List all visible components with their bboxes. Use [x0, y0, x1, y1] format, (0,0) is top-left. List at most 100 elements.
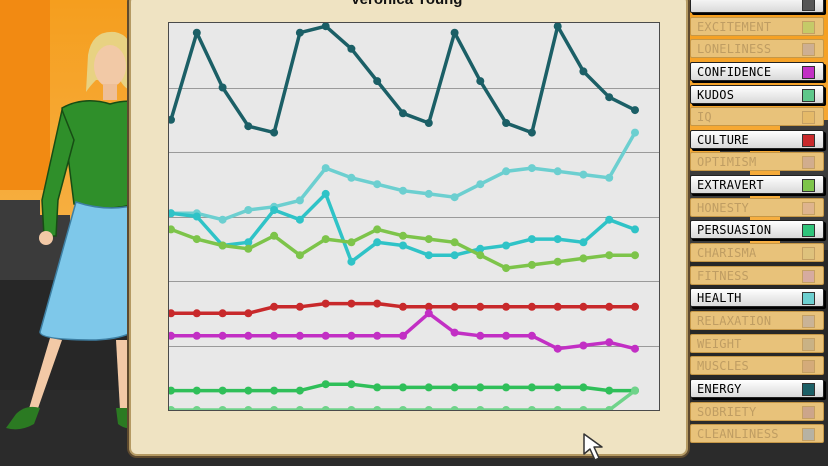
stat-legend: EXCITEMENT LONELINESS CONFIDENCE KUDOS IQ CUL…	[690, 0, 824, 447]
data-point	[579, 406, 588, 410]
data-point	[527, 302, 536, 311]
legend-label: IQ	[697, 110, 712, 125]
legend-item-energy[interactable]: ENERGY	[690, 378, 824, 398]
legend-item-kudos[interactable]: KUDOS	[690, 84, 824, 104]
legend-item-confidence[interactable]: CONFIDENCE	[690, 61, 824, 81]
legend-item-relaxation[interactable]: RELAXATION	[690, 310, 824, 330]
data-point	[579, 67, 588, 76]
legend-label: PERSUASION	[697, 223, 772, 238]
legend-label: RELAXATION	[697, 313, 772, 328]
data-point	[605, 173, 614, 182]
data-point	[270, 302, 279, 311]
legend-swatch	[802, 133, 815, 147]
data-point	[450, 28, 459, 37]
legend-item-excitement[interactable]: EXCITEMENT	[690, 16, 824, 36]
data-point	[450, 328, 459, 337]
data-point	[295, 215, 304, 224]
legend-swatch	[802, 314, 815, 328]
data-point	[476, 77, 485, 86]
data-point	[270, 231, 279, 240]
legend-label: CULTURE	[697, 132, 749, 147]
data-point	[399, 383, 407, 392]
data-point	[450, 383, 459, 392]
legend-item-fitness[interactable]: FITNESS	[690, 265, 824, 285]
data-point	[502, 331, 511, 340]
legend-item-health[interactable]: HEALTH	[690, 288, 824, 308]
legend-item-optimism[interactable]: OPTIMISM	[690, 152, 824, 172]
legend-swatch	[802, 201, 815, 215]
data-point	[424, 302, 433, 311]
data-point	[579, 383, 588, 392]
chart-plot-area	[168, 22, 660, 411]
data-point	[295, 386, 304, 395]
legend-swatch	[802, 224, 815, 238]
data-point	[476, 383, 485, 392]
data-point	[631, 106, 639, 115]
data-point	[631, 302, 639, 311]
data-point	[527, 406, 536, 410]
legend-item-sobriety[interactable]: SOBRIETY	[690, 401, 824, 421]
legend-item-muscles[interactable]: MUSCLES	[690, 356, 824, 376]
legend-item-top[interactable]	[690, 0, 824, 13]
legend-label: HONESTY	[697, 200, 749, 215]
data-point	[295, 406, 304, 410]
legend-item-loneliness[interactable]: LONELINESS	[690, 39, 824, 59]
data-point	[605, 302, 614, 311]
data-point	[218, 406, 227, 410]
data-point	[424, 383, 433, 392]
legend-label: KUDOS	[697, 87, 735, 102]
data-point	[244, 331, 253, 340]
data-point	[244, 406, 253, 410]
data-point	[347, 380, 356, 389]
data-point	[373, 225, 382, 234]
data-point	[605, 93, 614, 102]
data-point	[527, 235, 536, 244]
legend-item-extravert[interactable]: EXTRAVERT	[690, 175, 824, 195]
data-point	[631, 128, 639, 137]
legend-item-charisma[interactable]: CHARISMA	[690, 243, 824, 263]
series-confidence	[169, 309, 639, 353]
data-point	[295, 251, 304, 260]
data-point	[321, 189, 330, 198]
legend-label: EXTRAVERT	[697, 178, 764, 193]
data-point	[169, 309, 175, 318]
data-point	[373, 238, 382, 247]
legend-item-iq[interactable]: IQ	[690, 107, 824, 127]
legend-swatch	[802, 156, 815, 170]
data-point	[321, 406, 330, 410]
legend-label: SOBRIETY	[697, 404, 757, 419]
legend-swatch	[802, 247, 815, 261]
data-point	[373, 383, 382, 392]
data-point	[192, 309, 201, 318]
series-line	[171, 131, 637, 222]
series-line	[170, 192, 636, 264]
legend-item-culture[interactable]: CULTURE	[690, 129, 824, 149]
data-point	[579, 254, 588, 263]
data-point	[295, 331, 304, 340]
data-point	[476, 302, 485, 311]
data-point	[270, 128, 279, 137]
legend-item-weight[interactable]: WEIGHT	[690, 333, 824, 353]
series-persuasion	[169, 189, 639, 266]
data-point	[373, 406, 382, 410]
data-point	[527, 331, 536, 340]
legend-item-cleanliness[interactable]: CLEANLINESS	[690, 424, 824, 444]
series-kudos-light	[169, 386, 639, 410]
legend-label: FITNESS	[697, 268, 749, 283]
legend-label: CLEANLINESS	[697, 427, 779, 442]
data-point	[450, 406, 459, 410]
legend-item-honesty[interactable]: HONESTY	[690, 197, 824, 217]
data-point	[192, 406, 201, 410]
legend-label: OPTIMISM	[697, 155, 757, 170]
legend-item-persuasion[interactable]: PERSUASION	[690, 220, 824, 240]
data-point	[399, 109, 407, 118]
data-point	[347, 257, 356, 266]
data-point	[244, 206, 253, 214]
legend-swatch	[802, 269, 815, 283]
data-point	[169, 225, 175, 234]
data-point	[605, 251, 614, 260]
data-point	[244, 309, 253, 318]
data-point	[347, 44, 356, 53]
data-point	[502, 383, 511, 392]
data-point	[450, 251, 459, 260]
